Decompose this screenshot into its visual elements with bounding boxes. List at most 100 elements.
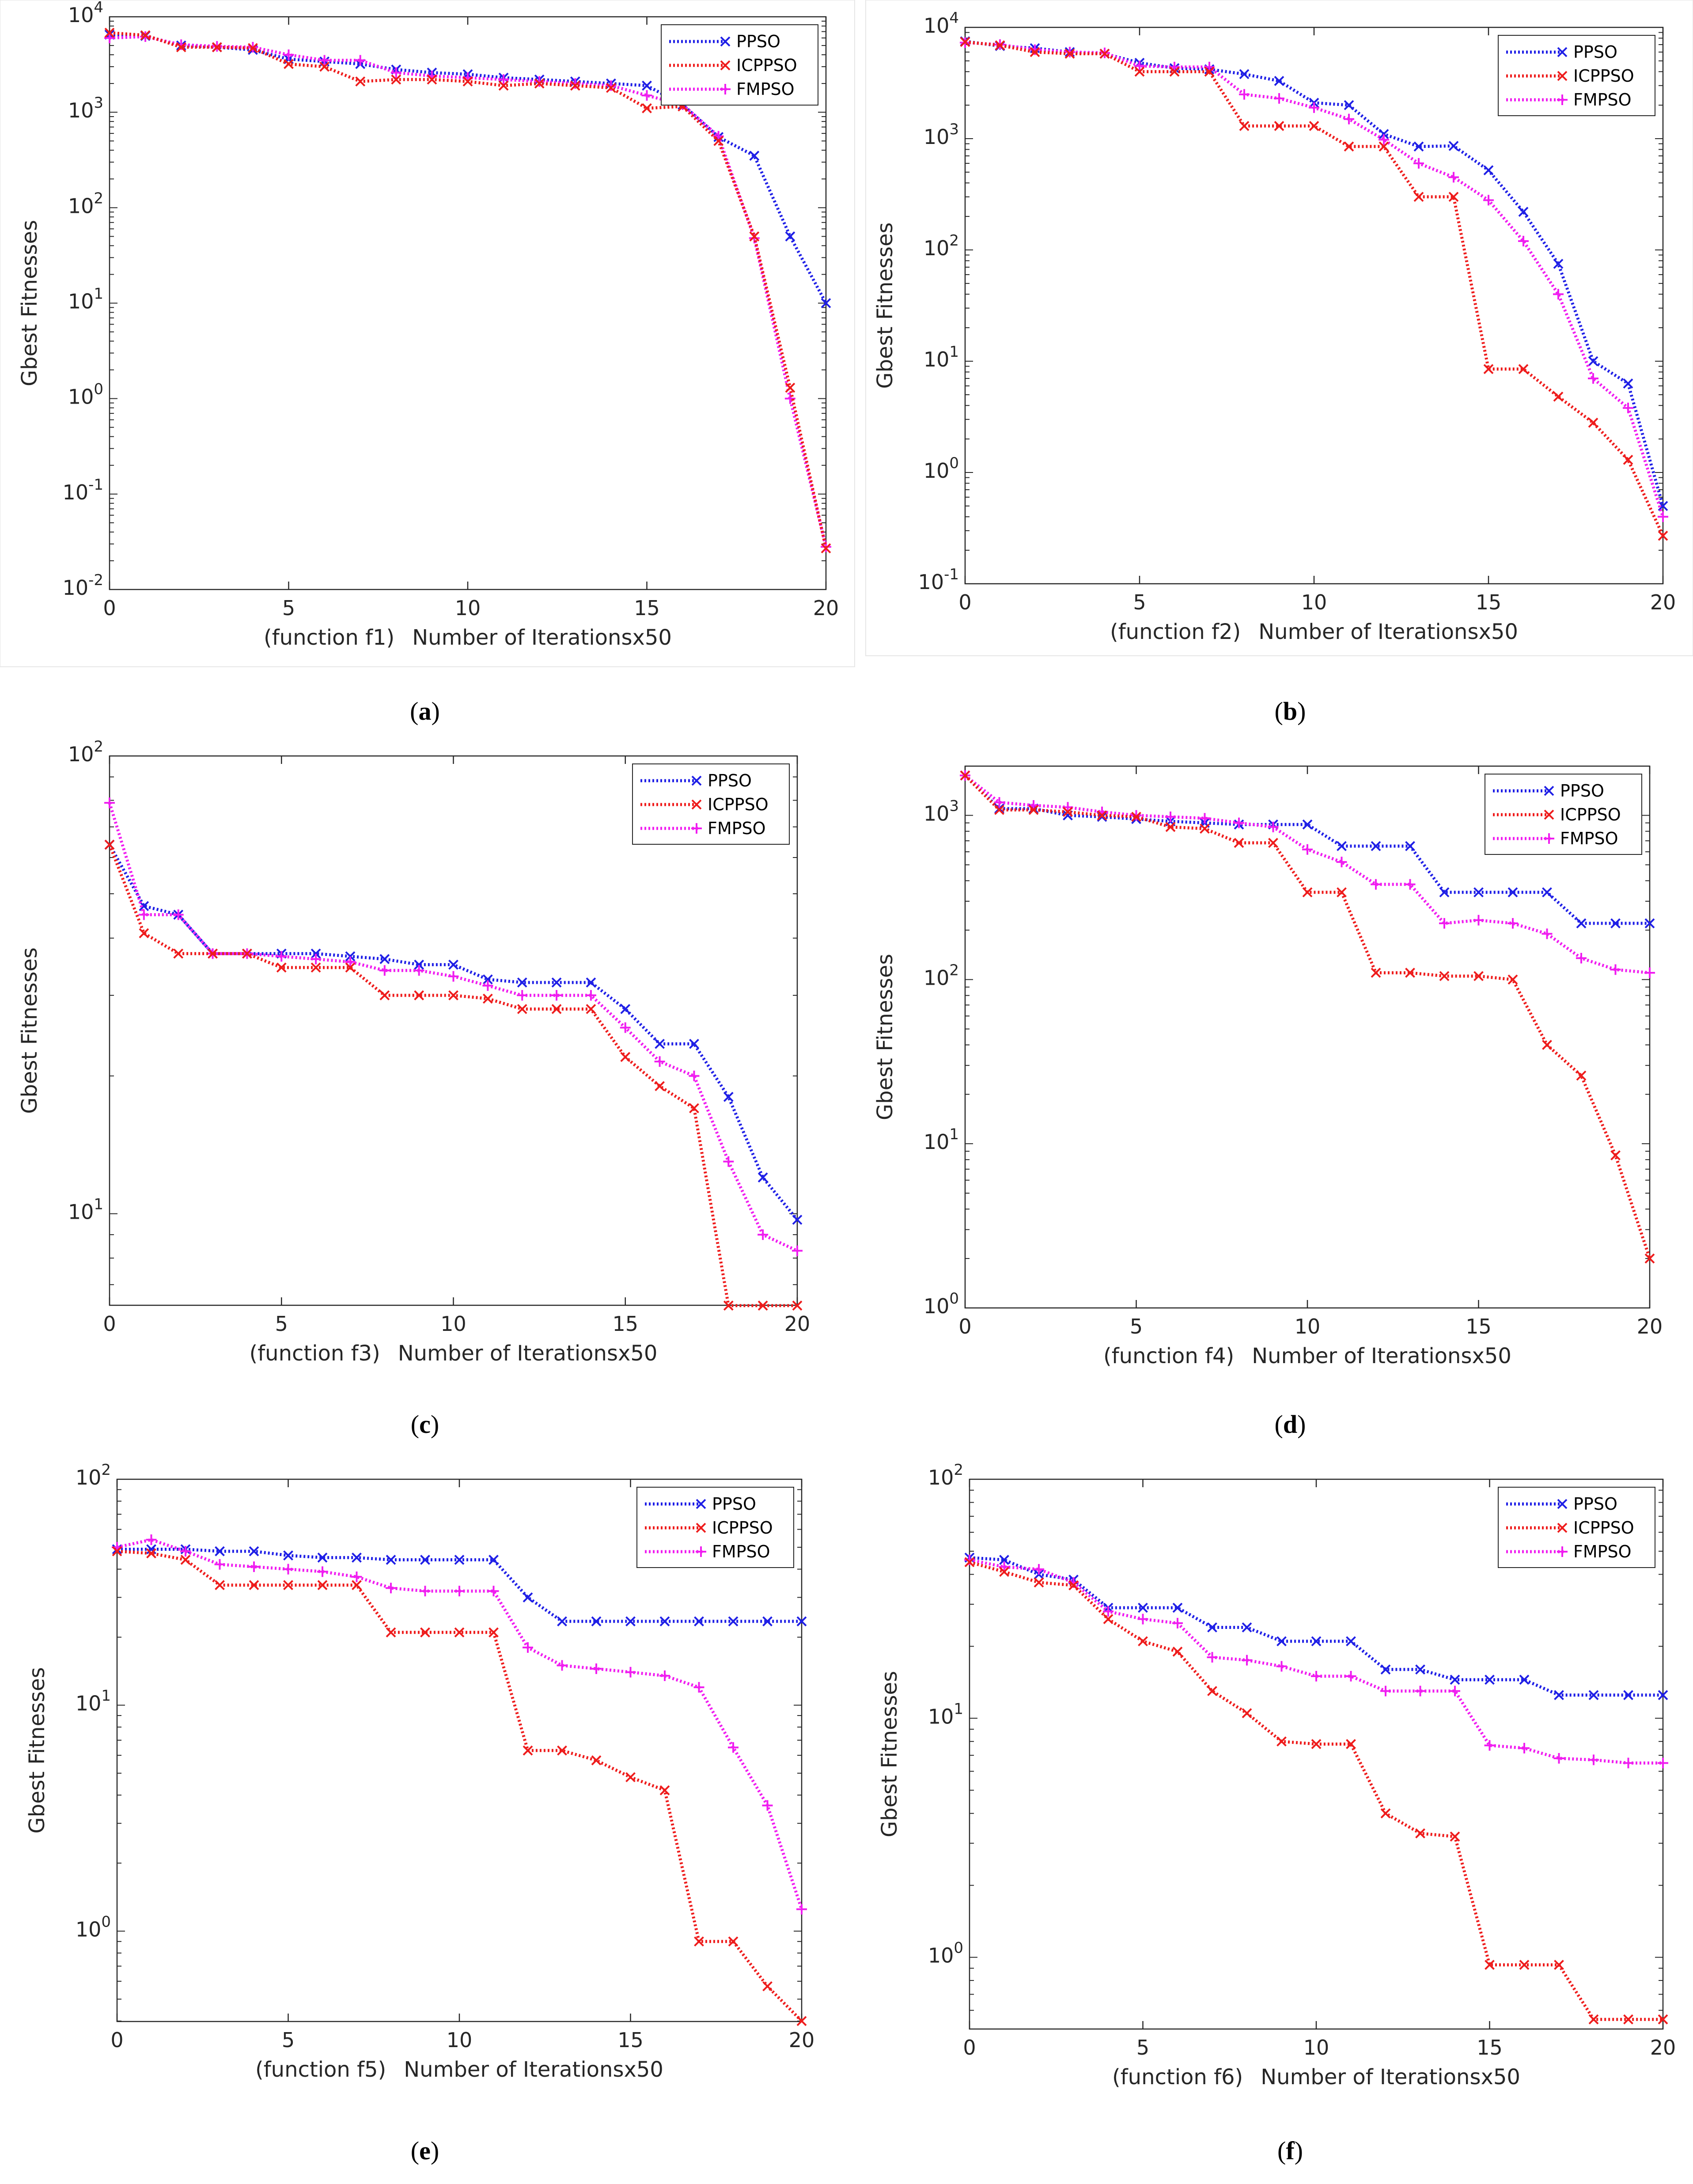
- marker-stroke: [1485, 1674, 1495, 1685]
- data-point: [1103, 1606, 1114, 1617]
- marker-stroke: [694, 1936, 704, 1947]
- x-tick-label: 20: [784, 1312, 811, 1336]
- marker-stroke: [655, 1081, 665, 1092]
- marker-stroke: [728, 1936, 739, 1947]
- legend-box: [1485, 774, 1642, 855]
- y-tick-base: 10: [68, 290, 94, 314]
- marker-stroke: [1234, 838, 1244, 848]
- data-point: [728, 1742, 739, 1753]
- x-tick-label: 10: [1303, 2036, 1329, 2059]
- data-point: [1518, 236, 1529, 247]
- data-point: [1311, 1636, 1322, 1647]
- data-point: [379, 954, 390, 964]
- data-point: [1276, 1636, 1287, 1647]
- data-point: [1099, 49, 1110, 59]
- data-point: [591, 1616, 602, 1627]
- marker-stroke: [694, 1616, 704, 1627]
- legend-label: ICPPSO: [1573, 66, 1634, 86]
- data-point: [1346, 1739, 1356, 1749]
- legend-item-fmpso: FMPSO: [1506, 90, 1632, 110]
- legend-label: PPSO: [736, 32, 780, 51]
- data-point: [1097, 810, 1107, 820]
- data-point: [1204, 66, 1215, 77]
- data-point: [1034, 1577, 1044, 1588]
- marker-stroke: [427, 74, 437, 85]
- marker-stroke: [391, 74, 401, 85]
- data-point: [999, 1561, 1010, 1572]
- marker-stroke: [319, 61, 330, 72]
- data-point: [1276, 1736, 1287, 1747]
- data-point: [1439, 918, 1450, 929]
- x-axis-label: (function f4) Number of Iterationsx50: [1103, 1344, 1511, 1368]
- marker-stroke: [352, 1580, 362, 1591]
- x-tick-label: 0: [963, 2036, 976, 2059]
- data-point: [276, 962, 287, 973]
- data-point: [960, 770, 970, 781]
- data-point: [498, 80, 509, 91]
- x-tick-label: 20: [1637, 1315, 1663, 1338]
- y-tick-label: 104: [924, 9, 959, 38]
- data-point: [176, 42, 186, 53]
- marker-stroke: [1172, 1646, 1183, 1657]
- data-point: [1137, 1613, 1148, 1625]
- x-tick-label: 20: [789, 2028, 815, 2052]
- marker-stroke: [1030, 47, 1040, 57]
- y-tick-label: 101: [924, 1126, 959, 1154]
- data-point: [659, 1670, 670, 1681]
- y-tick-exponent: 1: [94, 1196, 103, 1213]
- data-point: [557, 1660, 568, 1671]
- data-point: [1405, 967, 1415, 978]
- y-tick-exponent: 2: [94, 189, 103, 207]
- legend-label: ICPPSO: [736, 56, 797, 75]
- legend-item-icppso: ICPPSO: [645, 1518, 773, 1538]
- data-point: [1473, 887, 1484, 898]
- marker-stroke: [1518, 207, 1529, 217]
- marker-stroke: [606, 83, 616, 93]
- data-point: [242, 948, 252, 959]
- y-tick-base: 10: [76, 1466, 102, 1489]
- legend-label: FMPSO: [1573, 90, 1632, 110]
- marker-stroke: [1553, 259, 1564, 269]
- caption-letter: d: [1283, 1410, 1297, 1439]
- data-point: [694, 1616, 704, 1627]
- data-point: [1644, 1253, 1655, 1264]
- data-point: [659, 1785, 670, 1795]
- data-point: [784, 393, 795, 404]
- y-tick-base: 10: [918, 570, 944, 594]
- marker-stroke: [1268, 838, 1278, 848]
- x-tick-label: 0: [958, 1315, 971, 1338]
- data-point: [1309, 121, 1319, 131]
- data-point: [386, 1555, 396, 1565]
- data-point: [317, 1566, 328, 1577]
- legend-item-fmpso: FMPSO: [640, 819, 766, 838]
- data-point: [1344, 113, 1354, 125]
- data-point: [1379, 134, 1389, 145]
- y-tick-label: 100: [76, 1913, 111, 1941]
- marker-stroke: [208, 948, 218, 959]
- marker-stroke: [1623, 1690, 1633, 1700]
- data-point: [1554, 1960, 1564, 1970]
- marker-stroke: [1518, 364, 1529, 374]
- y-axis-label: Gbest Fitnesses: [17, 220, 42, 386]
- data-point: [1302, 819, 1313, 830]
- marker-stroke: [140, 30, 151, 41]
- y-tick-label: 101: [928, 1700, 963, 1728]
- x-tick-label: 10: [440, 1312, 466, 1336]
- marker-stroke: [249, 1546, 259, 1557]
- panel-caption: (e): [411, 2136, 439, 2165]
- marker-stroke: [1658, 1690, 1668, 1700]
- data-point: [140, 30, 151, 41]
- data-point: [1519, 1674, 1530, 1685]
- data-point: [1239, 121, 1250, 131]
- y-tick-base: 10: [928, 1704, 954, 1728]
- legend-item-fmpso: FMPSO: [1493, 829, 1618, 848]
- legend-box: [636, 1487, 794, 1568]
- marker-stroke: [1380, 1808, 1391, 1819]
- x-tick-label: 15: [634, 596, 660, 620]
- marker-stroke: [785, 231, 795, 242]
- data-point: [1302, 887, 1313, 898]
- data-point: [1576, 952, 1587, 964]
- x-tick-label: 15: [617, 2028, 644, 2052]
- y-tick-exponent: 2: [949, 232, 959, 249]
